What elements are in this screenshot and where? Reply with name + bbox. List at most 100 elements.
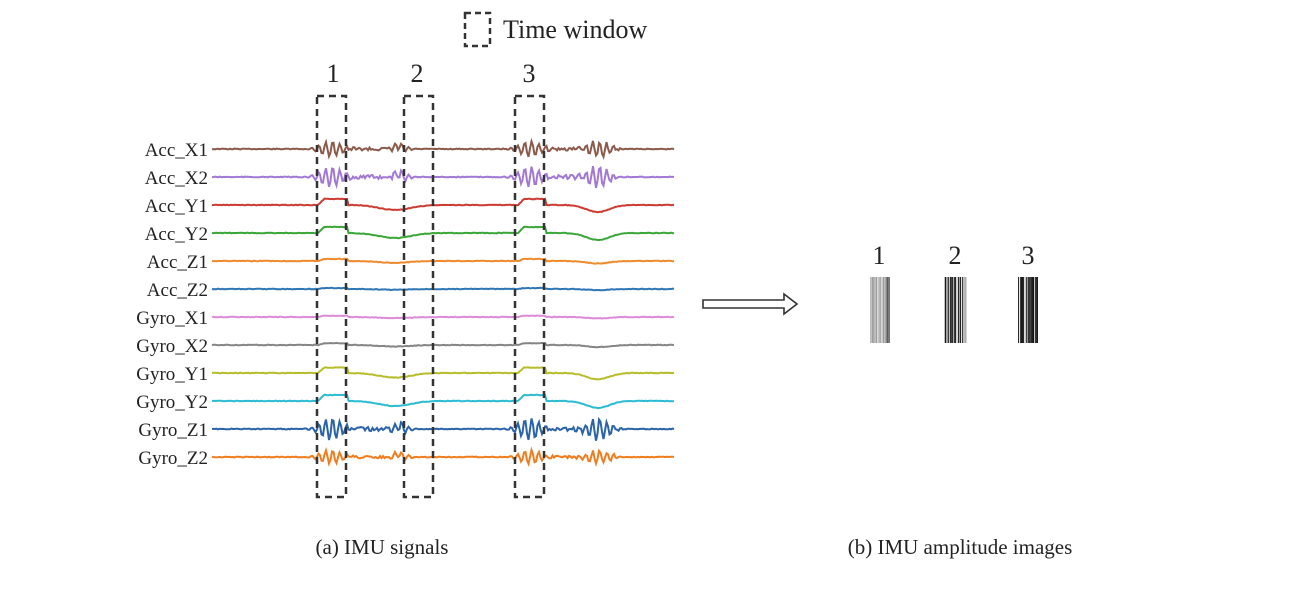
caption-imu-signals: (a) IMU signals [316, 535, 449, 559]
amplitude-stripe [1035, 277, 1036, 343]
signal-label-acc-y2: Acc_Y2 [145, 224, 208, 245]
amplitude-stripe [882, 277, 883, 343]
amplitude-stripe [1034, 277, 1035, 343]
signal-traces [211, 137, 675, 468]
amplitude-stripe [883, 277, 884, 343]
amplitude-stripe [947, 277, 948, 343]
amplitude-stripe [878, 277, 879, 343]
amplitude-stripe [959, 277, 960, 343]
amplitude-image-3 [1018, 277, 1038, 343]
signal-trace-gyro-x1 [211, 314, 675, 320]
amplitude-stripe [1027, 277, 1028, 343]
amplitude-stripe [887, 277, 888, 343]
time-window-1 [315, 94, 348, 499]
amplitude-stripe [1025, 277, 1026, 343]
amplitude-stripe [1030, 277, 1031, 343]
amplitude-stripe [948, 277, 949, 343]
amplitude-image-2 [944, 277, 967, 343]
time-windows [315, 94, 546, 499]
signal-label-gyro-x2: Gyro_X2 [136, 336, 208, 357]
signal-trace-acc-x2 [212, 165, 675, 190]
amplitude-stripe [870, 277, 871, 343]
image-labels: 1 2 3 [873, 241, 1035, 270]
signal-label-acc-z1: Acc_Z1 [147, 252, 208, 273]
signal-label-gyro-z1: Gyro_Z1 [138, 420, 208, 441]
amplitude-stripe [964, 277, 965, 343]
signal-trace-gyro-y1 [211, 366, 675, 381]
amplitude-stripe [885, 277, 886, 343]
legend-label: Time window [503, 15, 647, 44]
amplitude-stripe [957, 277, 958, 343]
amplitude-stripe [881, 277, 882, 343]
amplitude-stripe [872, 277, 873, 343]
window-label-3: 3 [523, 59, 536, 88]
amplitude-stripe [960, 277, 961, 343]
amplitude-stripe [874, 277, 875, 343]
signal-trace-acc-y2 [211, 225, 675, 241]
amplitude-stripe [1032, 277, 1033, 343]
legend: Time window [463, 11, 647, 48]
amplitude-stripe [1020, 277, 1021, 343]
amplitude-stripe [954, 277, 955, 343]
signal-trace-acc-y1 [211, 197, 675, 214]
amplitude-stripe [886, 277, 887, 343]
amplitude-stripe [875, 277, 876, 343]
amplitude-stripe [879, 277, 880, 343]
time-window-3 [513, 94, 546, 499]
amplitude-stripe [966, 277, 967, 343]
amplitude-stripe [876, 277, 877, 343]
amplitude-stripe [1024, 277, 1025, 343]
signal-label-acc-z2: Acc_Z2 [147, 280, 208, 301]
amplitude-stripe [877, 277, 878, 343]
amplitude-stripe [1019, 277, 1020, 343]
legend-time-window-swatch [463, 11, 492, 48]
window-label-2: 2 [411, 59, 424, 88]
signal-label-gyro-x1: Gyro_X1 [136, 308, 208, 329]
caption-imu-amplitude-images: (b) IMU amplitude images [848, 535, 1073, 559]
amplitude-stripe [956, 277, 957, 343]
image-label-3: 3 [1022, 241, 1035, 270]
amplitude-stripe [958, 277, 959, 343]
amplitude-stripe [1033, 277, 1034, 343]
amplitude-stripe [1022, 277, 1023, 343]
amplitude-stripe [871, 277, 872, 343]
amplitude-stripe [873, 277, 874, 343]
signal-label-acc-x2: Acc_X2 [145, 168, 208, 189]
signal-label-gyro-y1: Gyro_Y1 [136, 364, 208, 385]
signal-trace-acc-z2 [211, 286, 675, 292]
amplitude-image-1 [870, 277, 890, 343]
amplitude-stripe [1036, 277, 1037, 343]
amplitude-stripe [955, 277, 956, 343]
signal-trace-acc-x1 [211, 137, 675, 161]
signal-trace-gyro-z1 [212, 416, 675, 441]
amplitude-stripe [889, 277, 890, 343]
amplitude-stripe [963, 277, 964, 343]
amplitude-stripe [880, 277, 881, 343]
amplitude-stripe [949, 277, 950, 343]
amplitude-stripe [884, 277, 885, 343]
signal-label-acc-x1: Acc_X1 [145, 140, 208, 161]
signal-trace-gyro-x2 [211, 341, 675, 349]
amplitude-stripe [953, 277, 954, 343]
signal-label-acc-y1: Acc_Y1 [145, 196, 208, 217]
signal-trace-acc-z1 [211, 257, 675, 265]
signal-trace-gyro-z2 [211, 446, 675, 468]
amplitude-stripe [951, 277, 952, 343]
amplitude-stripe [961, 277, 962, 343]
time-window-2 [402, 94, 435, 499]
amplitude-stripe [1028, 277, 1029, 343]
signal-label-gyro-z2: Gyro_Z2 [138, 448, 208, 469]
amplitude-stripe [945, 277, 946, 343]
amplitude-stripe [1018, 277, 1019, 343]
image-label-2: 2 [949, 241, 962, 270]
amplitude-stripe [965, 277, 966, 343]
amplitude-stripe [1029, 277, 1030, 343]
amplitude-stripe [1031, 277, 1032, 343]
amplitude-stripe [1021, 277, 1022, 343]
amplitude-stripe [952, 277, 953, 343]
amplitude-stripe [1037, 277, 1038, 343]
amplitude-stripe [944, 277, 945, 343]
amplitude-stripe [950, 277, 951, 343]
